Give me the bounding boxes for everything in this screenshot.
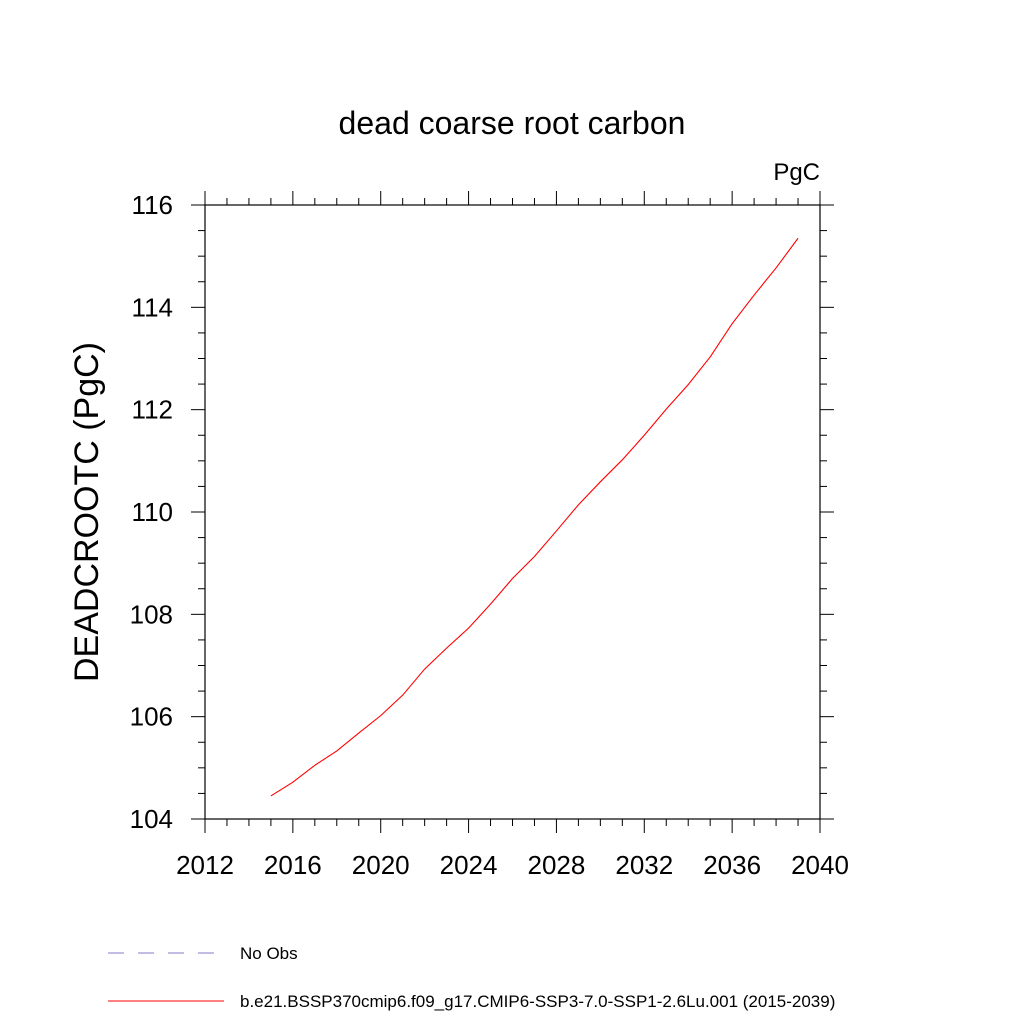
- x-tick-label: 2012: [176, 850, 234, 880]
- y-tick-labels: 104 106 108 110 112 114 116: [130, 190, 173, 834]
- x-tick-labels: 2012 2016 2020 2024 2028 2032 2036 2040: [176, 850, 849, 880]
- axis-ticks: [191, 191, 834, 833]
- y-tick-label: 110: [132, 497, 173, 527]
- chart-title: dead coarse root carbon: [339, 105, 686, 141]
- series-line-1: [270, 237, 799, 797]
- x-tick-label: 2040: [791, 850, 849, 880]
- y-tick-label: 112: [132, 395, 173, 425]
- x-tick-label: 2016: [264, 850, 322, 880]
- y-axis-label: DEADCROOTC (PgC): [68, 342, 106, 682]
- y-tick-label: 106: [130, 702, 173, 732]
- units-label: PgC: [773, 159, 820, 186]
- y-tick-label: 114: [132, 292, 173, 322]
- legend-label-model-run: b.e21.BSSP370cmip6.f09_g17.CMIP6-SSP3-7.…: [240, 992, 835, 1011]
- plot-frame: [204, 204, 821, 820]
- y-tick-label: 104: [130, 804, 173, 834]
- legend: No Obs b.e21.BSSP370cmip6.f09_g17.CMIP6-…: [108, 944, 835, 1011]
- y-tick-label: 116: [132, 190, 173, 220]
- x-tick-label: 2028: [528, 850, 586, 880]
- legend-label-no-obs: No Obs: [240, 944, 298, 963]
- x-tick-label: 2024: [440, 850, 498, 880]
- y-tick-label: 108: [130, 599, 173, 629]
- series-layer: [270, 237, 799, 797]
- x-tick-label: 2032: [615, 850, 673, 880]
- x-tick-label: 2036: [703, 850, 761, 880]
- x-tick-label: 2020: [352, 850, 410, 880]
